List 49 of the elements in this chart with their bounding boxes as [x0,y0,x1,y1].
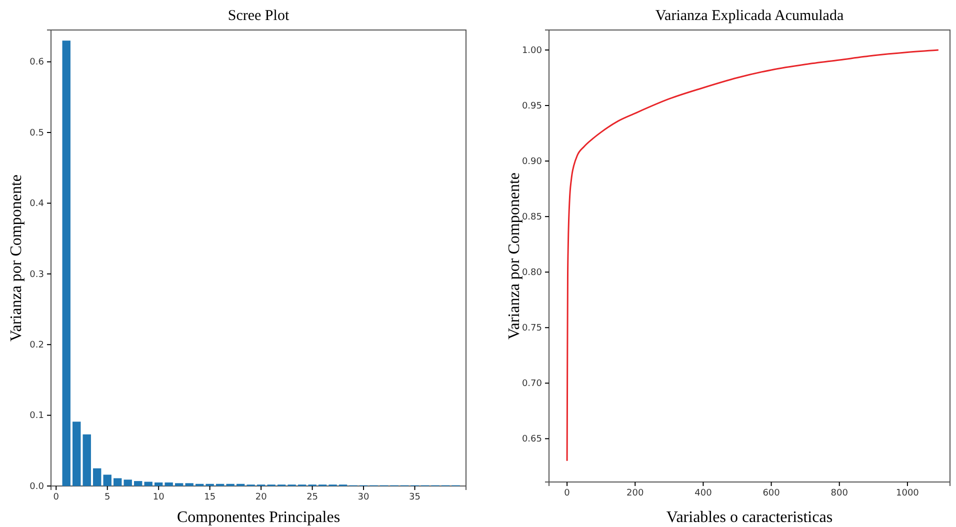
x-tick-label: 400 [694,488,712,498]
y-tick-label: 0.1 [30,411,44,422]
y-tick-label: 1.00 [522,46,542,56]
bar [185,483,194,486]
chart-title: Varianza Explicada Acumulada [655,8,844,24]
bar [134,481,142,486]
x-tick-label: 15 [204,492,216,502]
y-tick-label: 0.85 [522,212,542,222]
bar [114,478,122,486]
x-tick-label: 0 [53,492,60,502]
bar [174,483,184,486]
y-tick-label: 0.6 [30,58,44,68]
x-tick-label: 30 [358,492,370,502]
y-tick-label: 0.90 [522,156,542,167]
bar [103,474,112,486]
y-axis-title: Varianza por Componente [506,172,523,340]
line-series [566,49,940,462]
x-tick-label: 35 [409,492,420,502]
x-tick-label: 10 [152,492,165,502]
y-tick-label: 0.3 [30,270,44,280]
y-tick-label: 0.80 [522,268,542,278]
bar [62,40,70,486]
y-tick-label: 0.95 [522,101,542,112]
bar [82,434,91,486]
x-tick-label: 800 [830,488,848,498]
y-axis-title: Varianza por Componente [8,174,25,342]
x-tick-label: 200 [626,488,644,498]
x-tick-label: 1000 [896,488,920,498]
x-axis-title: Variables o caracteristicas [666,509,833,526]
y-tick-label: 0.0 [30,482,44,492]
x-tick-label: 600 [762,488,780,498]
y-tick-label: 0.65 [522,434,542,445]
bar [154,482,163,486]
bar [164,482,173,486]
x-tick-label: 0 [564,488,570,498]
chart-title: Scree Plot [228,8,290,24]
bar [72,422,81,486]
x-axis-title: Componentes Principales [176,509,340,526]
bar [144,482,152,486]
bar [124,480,132,486]
x-tick-label: 25 [306,492,318,502]
x-tick-label: 5 [104,492,110,502]
y-tick-label: 0.4 [30,199,44,210]
y-tick-label: 0.70 [522,379,542,390]
y-tick-label: 0.75 [522,324,542,334]
y-tick-label: 0.5 [30,128,44,138]
x-tick-label: 20 [255,492,268,502]
y-tick-label: 0.2 [30,340,44,350]
bar [93,468,102,486]
